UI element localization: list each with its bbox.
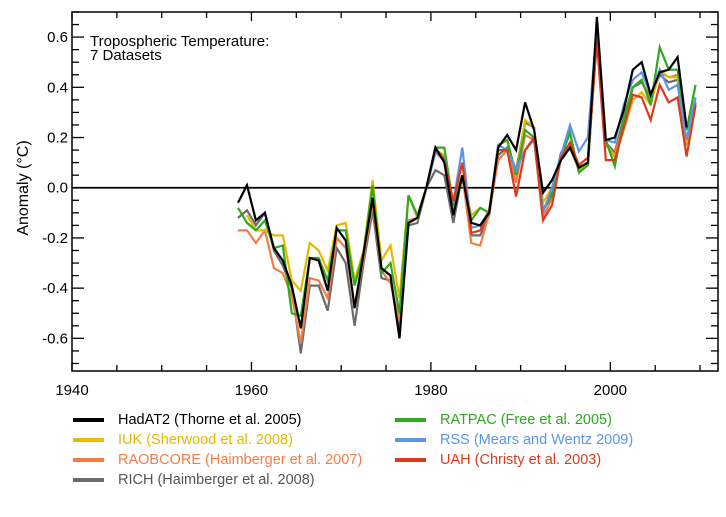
series-line-ratpac: [237, 34, 697, 318]
legend-label: RAOBCORE (Haimberger et al. 2007): [118, 452, 363, 468]
legend-label: HadAT2 (Thorne et al. 2005): [118, 412, 302, 428]
legend-swatch: [395, 418, 426, 422]
x-tick-label: 1960: [235, 382, 268, 399]
y-tick-label: 0.2: [47, 130, 68, 147]
legend-label: RSS (Mears and Wentz 2009): [440, 432, 634, 448]
y-tick-label: 0.0: [47, 180, 68, 197]
y-tick-label: 0.4: [47, 79, 68, 96]
legend-swatch: [73, 478, 104, 482]
legend-swatch: [395, 458, 426, 462]
legend-label: RATPAC (Free et al. 2005): [440, 412, 612, 428]
y-tick-label: -0.2: [42, 230, 68, 247]
x-tick-label: 2000: [594, 382, 627, 399]
legend-label: UAH (Christy et al. 2003): [440, 452, 602, 468]
legend-label: RICH (Haimberger et al. 2008): [118, 472, 315, 488]
plot-frame: [71, 11, 719, 372]
series-line-uah: [425, 40, 697, 235]
axis-tick-labels: 1940 1960 1980 2000 -0.6 -0.4 -0.2 0.0 0.2 0.4 0.6: [42, 29, 627, 399]
y-tick-label: 0.6: [47, 29, 68, 46]
y-axis-label: Anomaly (°C): [15, 140, 32, 235]
chart-title: Tropospheric Temperature:: [90, 33, 269, 50]
chart-subtitle: 7 Datasets: [90, 47, 162, 64]
y-tick-label: -0.6: [42, 330, 68, 347]
axis-ticks: [71, 11, 718, 371]
x-tick-label: 1980: [414, 382, 447, 399]
series-line-hadat2: [237, 16, 688, 339]
x-tick-label: 1940: [55, 382, 88, 399]
legend-label: IUK (Sherwood et al. 2008): [118, 432, 293, 448]
legend-swatch: [73, 458, 104, 462]
legend-swatch: [73, 438, 104, 442]
y-tick-label: -0.4: [42, 280, 68, 297]
series-lines: [237, 16, 697, 354]
legend-swatch: [395, 438, 426, 442]
legend-swatch: [73, 418, 104, 422]
